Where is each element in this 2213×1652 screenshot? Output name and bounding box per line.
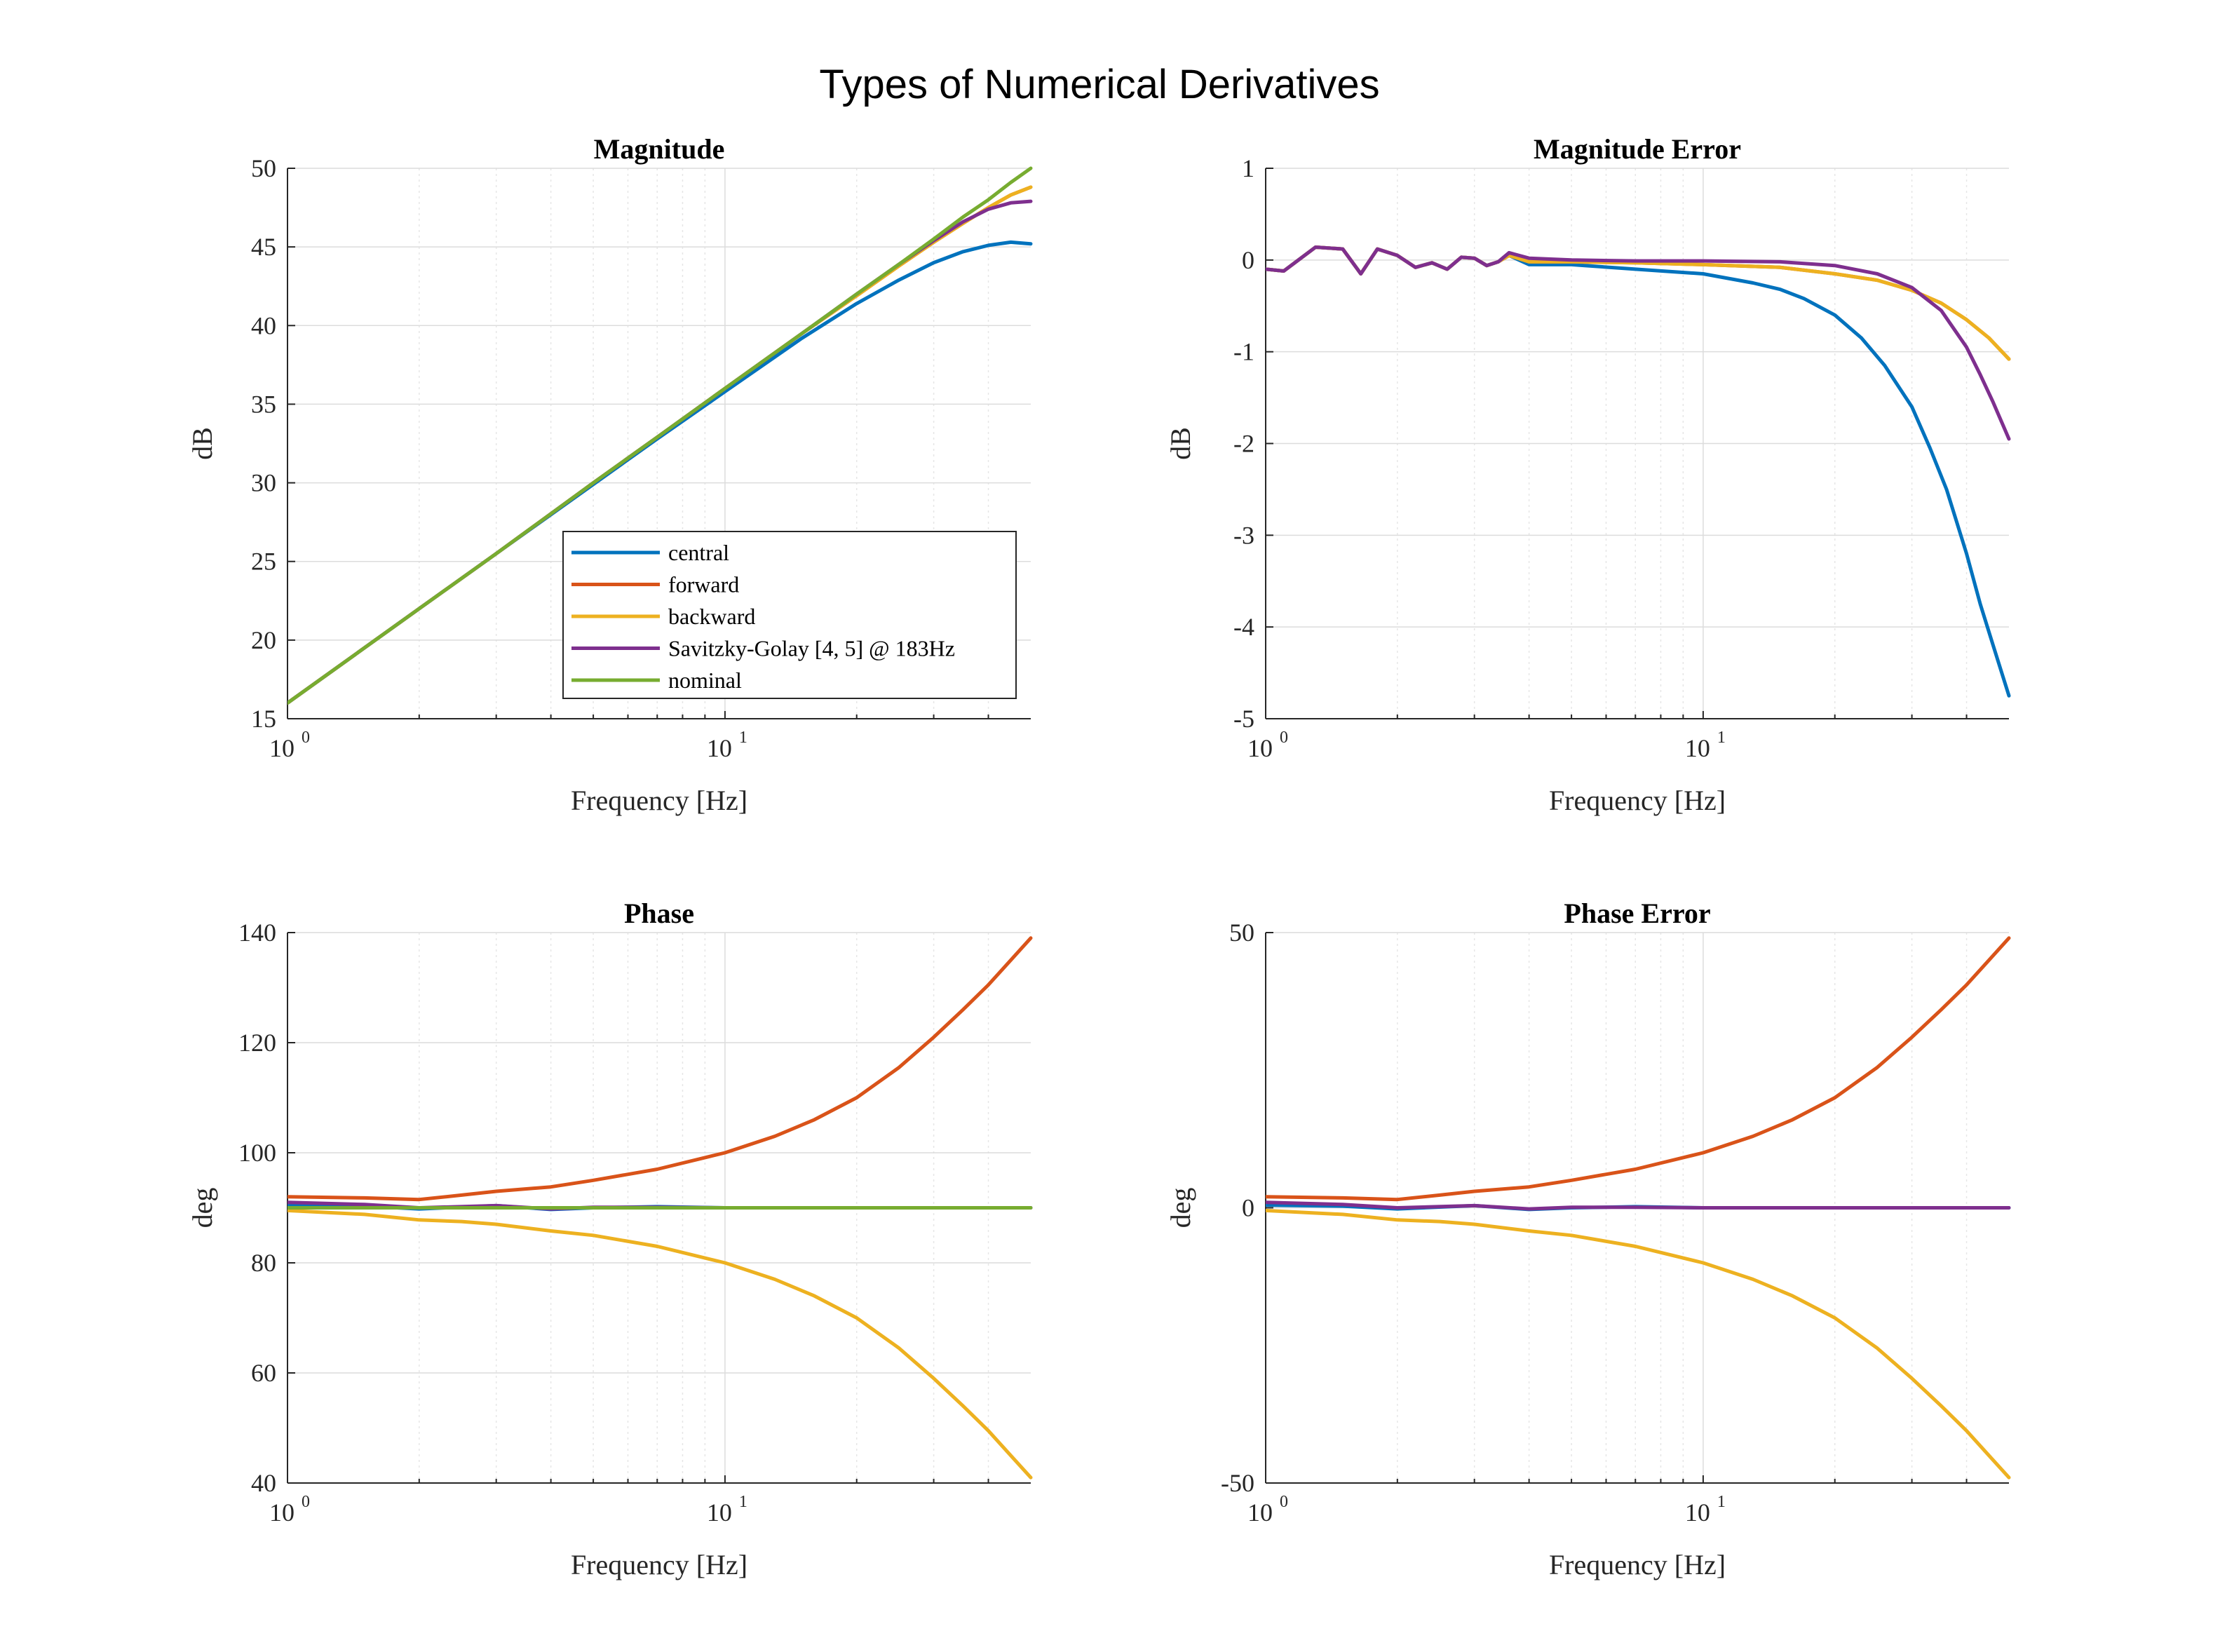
legend-label-central: central (668, 540, 729, 565)
x-tick-base: 10 (269, 1498, 295, 1526)
x-tick-label: 10 1 (1685, 729, 1726, 762)
y-tick-label: 140 (238, 919, 276, 947)
legend-label-backward: backward (668, 604, 755, 629)
x-tick-exponent: 0 (302, 729, 310, 747)
series-line-savitzky-golay-4-5-183hz (1266, 1200, 2011, 1211)
y-tick-label: 50 (1229, 919, 1254, 947)
x-tick-base: 10 (707, 734, 732, 762)
series-line-backward (287, 1208, 1033, 1480)
figure-title: Types of Numerical Derivatives (819, 62, 1379, 107)
x-axis-label: Frequency [Hz] (1549, 1549, 1726, 1580)
x-tick-exponent: 1 (739, 1493, 747, 1511)
y-tick-label: 120 (238, 1029, 276, 1057)
x-tick-exponent: 0 (1280, 1493, 1288, 1511)
legend: central forward backward Savitzky-Golay [4,… (562, 531, 1017, 699)
x-tick-base: 10 (707, 1498, 732, 1526)
y-tick-label: 30 (251, 469, 276, 497)
y-axis-label: deg (187, 1188, 218, 1228)
x-tick-base: 10 (1685, 1498, 1710, 1526)
y-tick-label: -3 (1233, 521, 1254, 549)
x-tick-exponent: 1 (739, 729, 747, 747)
y-tick-label: 50 (251, 154, 276, 182)
y-tick-label: 1 (1242, 154, 1254, 182)
series-line-savitzky-golay-4-5-183hz (1266, 245, 2011, 441)
y-tick-label: 100 (238, 1139, 276, 1167)
x-tick-label: 10 1 (707, 729, 747, 762)
series-group (287, 166, 1033, 705)
x-tick-base: 10 (1247, 1498, 1273, 1526)
x-tick-label: 10 0 (1247, 729, 1288, 762)
y-tick-label: 45 (251, 233, 276, 261)
x-tick-base: 10 (269, 734, 295, 762)
panel-title: Phase (624, 898, 694, 929)
magnitude-panel: 15 20 25 30 35 40 45 50 10 0 10 1 Magnitude Frequency… (187, 133, 1033, 816)
x-tick-label: 10 0 (1247, 1493, 1288, 1526)
y-tick-label: -5 (1233, 705, 1254, 733)
y-tick-label: 25 (251, 548, 276, 576)
x-tick-base: 10 (1247, 734, 1273, 762)
y-tick-label: 80 (251, 1249, 276, 1277)
series-line-nominal (287, 166, 1033, 705)
x-axis-label: Frequency [Hz] (1549, 785, 1726, 816)
series-line-backward (1266, 1208, 2011, 1480)
y-tick-label: -1 (1233, 338, 1254, 366)
x-tick-label: 10 1 (707, 1493, 747, 1526)
series-group (287, 936, 1033, 1480)
series-line-forward (1266, 936, 2011, 1202)
x-tick-exponent: 0 (302, 1493, 310, 1511)
x-tick-exponent: 1 (1717, 1493, 1726, 1511)
y-axis-label: deg (1165, 1188, 1196, 1228)
series-line-forward (287, 936, 1033, 1202)
y-tick-label: 35 (251, 390, 276, 418)
y-tick-label: 0 (1242, 1194, 1254, 1222)
x-tick-exponent: 0 (1280, 729, 1288, 747)
y-tick-label: -50 (1221, 1469, 1254, 1497)
x-tick-base: 10 (1685, 734, 1710, 762)
y-axis-label: dB (187, 427, 218, 460)
legend-label-savitzky-golay-4-5-183hz: Savitzky-Golay [4, 5] @ 183Hz (668, 636, 955, 661)
magnitude-error-panel: -5 -4 -3 -2 -1 0 1 10 0 10 1 Magnitude Error Frequen… (1165, 133, 2011, 816)
legend-label-forward: forward (668, 572, 739, 597)
y-tick-label: 15 (251, 705, 276, 733)
panel-title: Magnitude Error (1534, 133, 1741, 165)
panel-title: Phase Error (1564, 898, 1710, 929)
y-axis-label: dB (1165, 427, 1196, 460)
y-tick-label: 0 (1242, 246, 1254, 274)
y-tick-label: 40 (251, 1469, 276, 1497)
x-tick-label: 10 0 (269, 1493, 310, 1526)
y-tick-label: 20 (251, 626, 276, 654)
legend-label-nominal: nominal (668, 668, 742, 693)
x-tick-exponent: 1 (1717, 729, 1726, 747)
panel-title: Magnitude (594, 133, 725, 165)
y-tick-label: 40 (251, 311, 276, 339)
x-axis-label: Frequency [Hz] (571, 1549, 747, 1580)
y-tick-label: -4 (1233, 613, 1254, 641)
series-group (1266, 936, 2011, 1480)
y-tick-label: -2 (1233, 430, 1254, 458)
y-tick-label: 60 (251, 1359, 276, 1387)
x-axis-label: Frequency [Hz] (571, 785, 747, 816)
series-group (1266, 245, 2011, 698)
x-tick-label: 10 0 (269, 729, 310, 762)
x-tick-label: 10 1 (1685, 1493, 1726, 1526)
